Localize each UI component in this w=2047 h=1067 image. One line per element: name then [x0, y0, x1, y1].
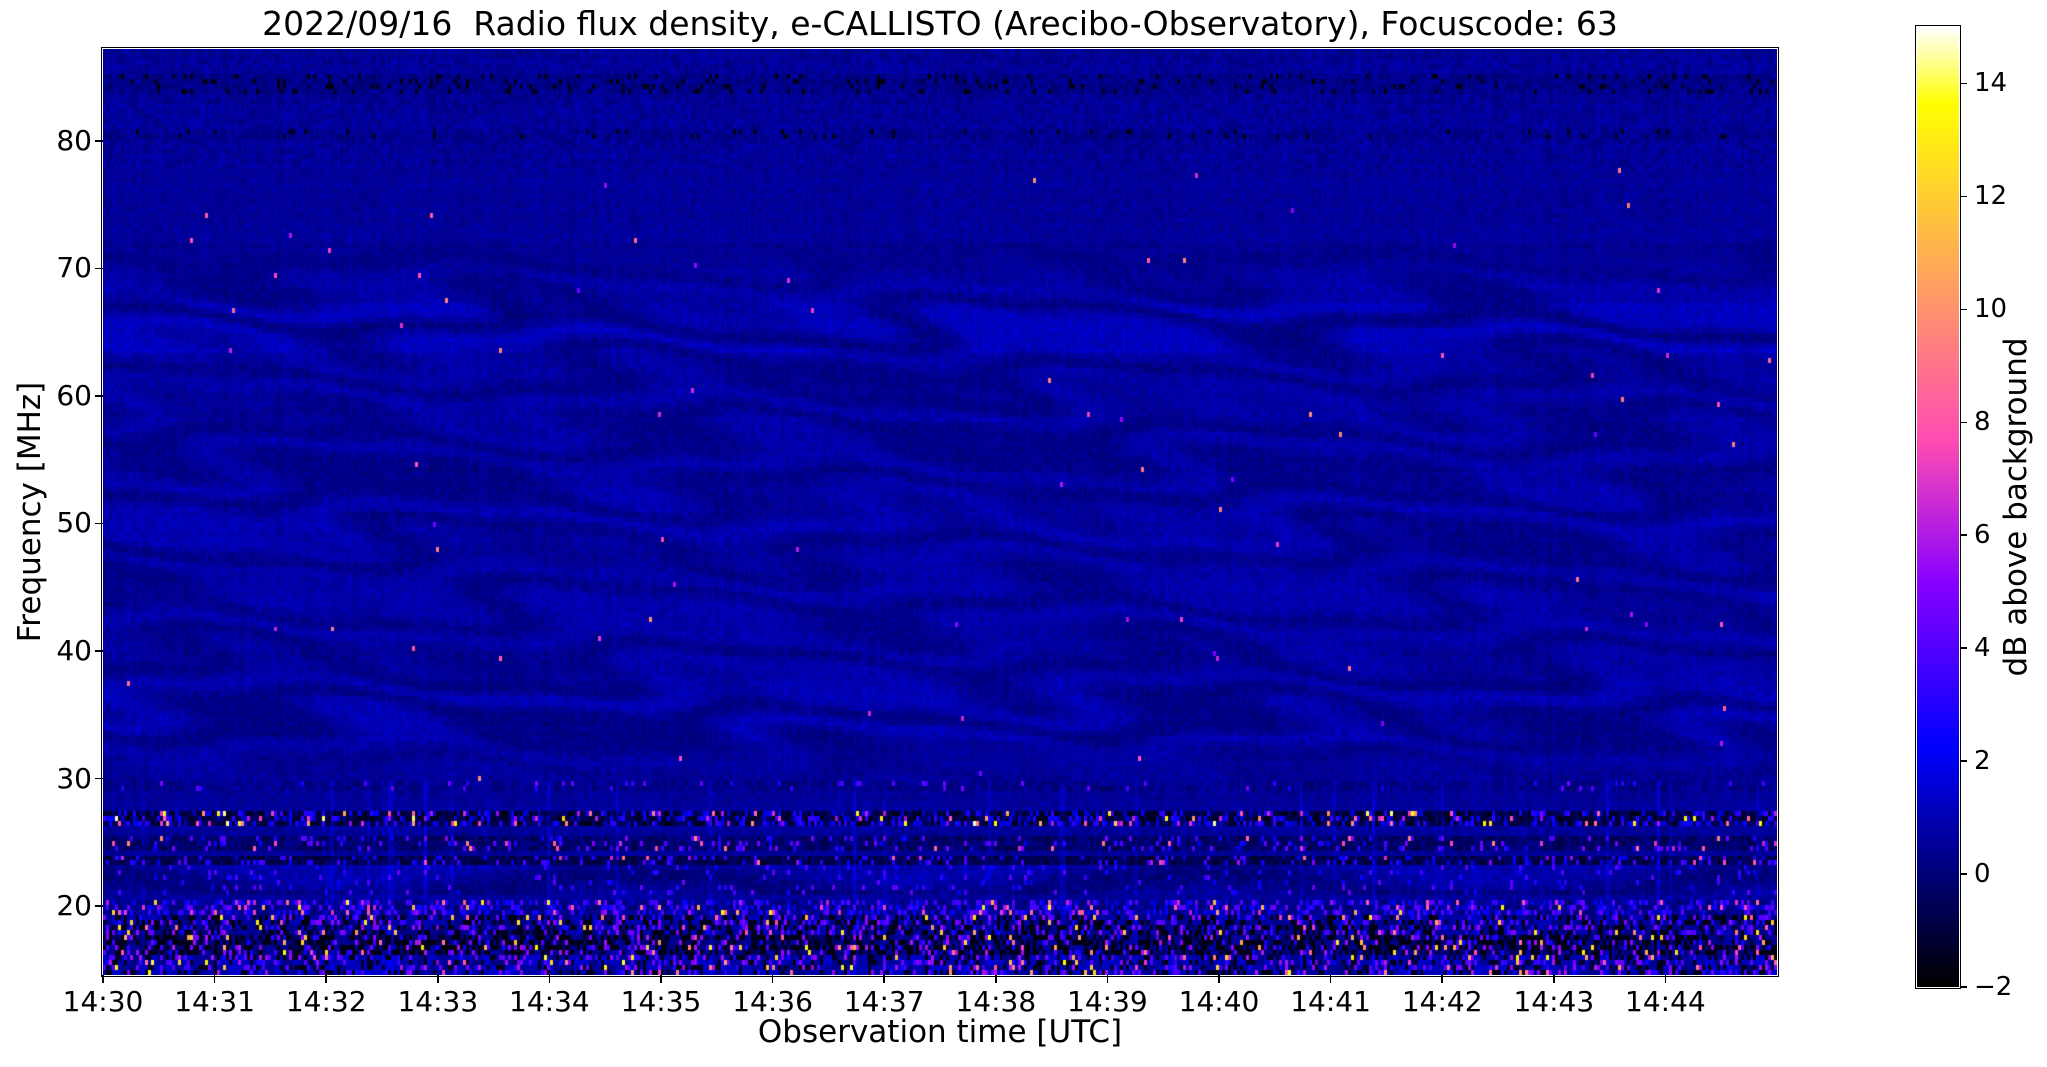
x-tick-label: 14:38 [955, 985, 1037, 1018]
colorbar-tick-mark [1960, 986, 1967, 988]
x-tick-mark [548, 975, 551, 983]
x-tick-label: 14:35 [620, 985, 702, 1018]
colorbar-tick-mark [1960, 195, 1967, 198]
colorbar-tick-mark [1960, 647, 1967, 649]
x-tick-label: 14:41 [1290, 985, 1371, 1018]
y-tick-mark [95, 522, 103, 525]
x-tick-mark [1106, 975, 1109, 983]
colorbar-tick-label: −2 [1974, 972, 2013, 1002]
y-tick-label: 40 [56, 634, 92, 668]
x-tick-label: 14:39 [1067, 985, 1148, 1018]
colorbar-tick-label: 10 [1974, 294, 2008, 325]
y-tick-mark [95, 777, 103, 780]
x-tick-mark [771, 975, 774, 983]
x-tick-label: 14:36 [732, 985, 813, 1018]
x-tick-mark [1664, 975, 1667, 983]
colorbar-tick-label: 0 [1974, 859, 1991, 890]
x-tick-label: 14:43 [1513, 985, 1595, 1018]
colorbar-tick-label: 4 [1974, 633, 1991, 664]
colorbar-tick-label: 8 [1974, 407, 1991, 438]
x-tick-label: 14:30 [62, 985, 144, 1018]
y-tick-mark [95, 650, 103, 652]
colorbar-tick-mark [1960, 873, 1967, 875]
y-tick-label: 70 [56, 251, 92, 285]
colorbar-label: dB above background [1998, 337, 2034, 677]
x-tick-mark [1553, 975, 1555, 983]
x-tick-mark [1329, 975, 1332, 983]
x-tick-label: 14:40 [1178, 985, 1260, 1018]
x-tick-mark [437, 975, 439, 983]
x-tick-mark [325, 975, 327, 983]
y-tick-mark [95, 395, 103, 397]
x-tick-label: 14:34 [509, 985, 590, 1018]
colorbar-tick-label: 12 [1974, 181, 2008, 212]
y-axis-label: Frequency [MHz] [12, 381, 48, 643]
x-tick-label: 14:42 [1401, 985, 1483, 1018]
y-tick-label: 20 [56, 889, 92, 923]
spectrogram-heatmap [103, 49, 1777, 975]
x-tick-mark [1441, 975, 1443, 983]
x-tick-mark [660, 975, 662, 983]
y-tick-mark [95, 140, 103, 142]
y-tick-mark [95, 267, 103, 270]
x-tick-label: 14:44 [1625, 985, 1706, 1018]
y-tick-label: 60 [56, 378, 92, 412]
colorbar-tick-mark [1960, 534, 1967, 536]
x-tick-mark [213, 975, 216, 983]
y-tick-label: 30 [56, 761, 92, 795]
colorbar-tick-mark [1960, 308, 1967, 311]
colorbar-tick-label: 6 [1974, 520, 1991, 551]
x-tick-mark [883, 975, 885, 983]
colorbar-tick-mark [1960, 421, 1967, 424]
colorbar-tick-mark [1960, 760, 1967, 762]
x-tick-label: 14:37 [843, 985, 925, 1018]
x-axis-label: Observation time [UTC] [757, 1014, 1123, 1050]
colorbar-tick-label: 2 [1974, 746, 1991, 777]
x-tick-label: 14:32 [285, 985, 367, 1018]
x-tick-label: 14:33 [397, 985, 479, 1018]
y-tick-label: 80 [56, 123, 92, 157]
colorbar-tick-label: 14 [1974, 68, 2008, 99]
x-tick-mark [102, 975, 104, 983]
x-tick-mark [995, 975, 997, 983]
y-tick-label: 50 [56, 506, 92, 540]
colorbar-tick-mark [1960, 82, 1967, 85]
x-tick-label: 14:31 [174, 985, 255, 1018]
y-tick-mark [95, 905, 103, 907]
colorbar-gradient [1917, 27, 1959, 987]
x-tick-mark [1218, 975, 1220, 983]
plot-title: 2022/09/16 Radio flux density, e-CALLIST… [262, 4, 1618, 43]
